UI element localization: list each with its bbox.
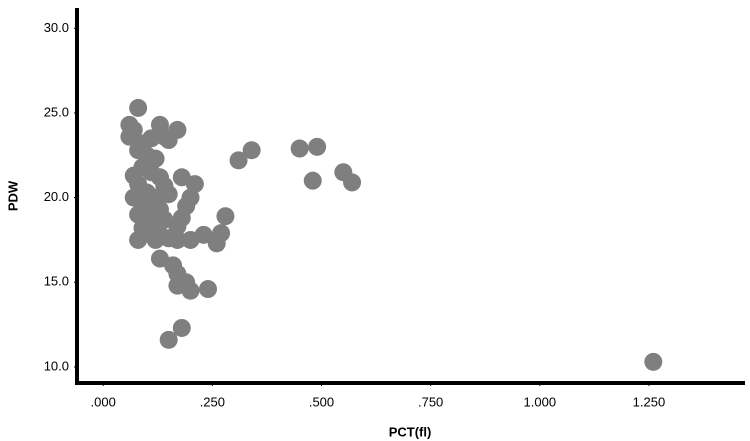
point <box>181 281 200 300</box>
point <box>212 224 231 243</box>
point <box>168 230 187 249</box>
point <box>142 129 161 148</box>
point <box>159 330 178 349</box>
x-tick-label: .000 <box>91 394 116 409</box>
point <box>242 141 261 160</box>
point <box>216 207 235 226</box>
point <box>172 168 191 187</box>
x-tick-label: .500 <box>309 394 334 409</box>
y-tick-label: 15.0 <box>44 274 69 289</box>
point <box>129 230 148 249</box>
point <box>129 98 148 117</box>
x-tick-label: .750 <box>418 394 443 409</box>
point <box>644 352 663 371</box>
point <box>308 137 327 156</box>
point <box>194 225 213 244</box>
point <box>181 188 200 207</box>
point <box>229 151 248 170</box>
x-tick-label: 1.000 <box>524 394 557 409</box>
y-axis-title: PDW <box>5 180 20 211</box>
point <box>343 173 362 192</box>
point <box>159 185 178 204</box>
point <box>290 139 309 158</box>
point <box>146 230 165 249</box>
point <box>198 280 217 299</box>
point <box>303 171 322 190</box>
y-tick-label: 30.0 <box>44 20 69 35</box>
point <box>146 149 165 168</box>
y-tick-label: 20.0 <box>44 189 69 204</box>
x-axis-title: PCT(fl) <box>389 424 432 439</box>
point <box>155 127 174 146</box>
x-tick-label: 1.250 <box>633 394 666 409</box>
y-tick-label: 25.0 <box>44 104 69 119</box>
y-tick-label: 10.0 <box>44 358 69 373</box>
point <box>172 318 191 337</box>
x-tick-label: .250 <box>200 394 225 409</box>
